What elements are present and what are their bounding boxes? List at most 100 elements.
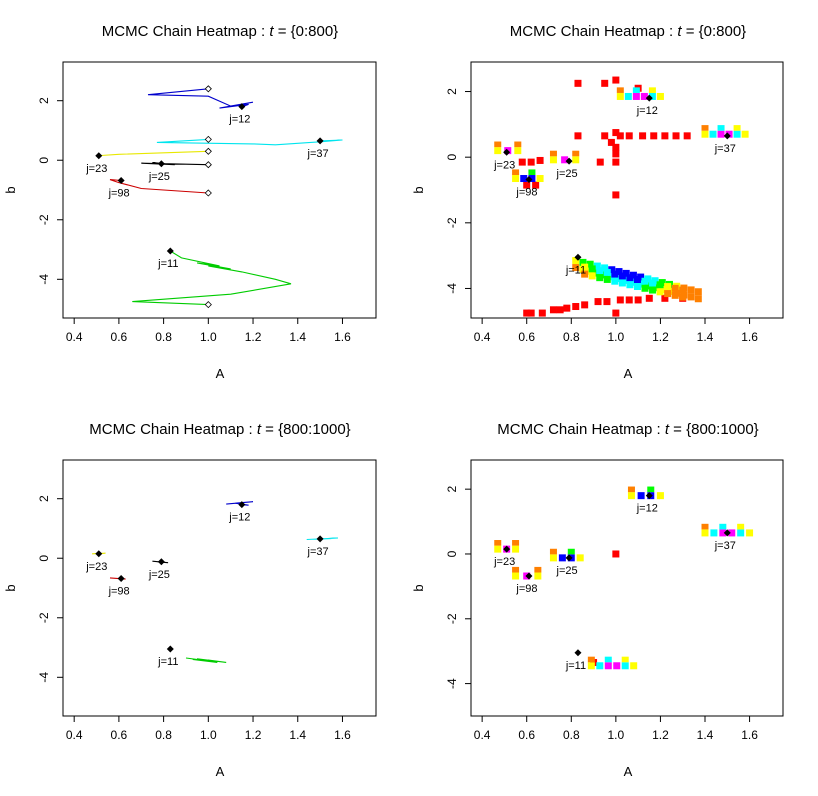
chain-end-point — [723, 529, 731, 537]
heatmap-cell — [611, 277, 619, 285]
heatmap-cell — [626, 274, 634, 282]
heatmap-cell — [520, 175, 528, 183]
x-tick-label: 1.6 — [741, 728, 758, 742]
x-tick-label: 1.0 — [200, 330, 217, 344]
end-point — [95, 550, 103, 558]
heatmap-cell — [679, 293, 687, 301]
y-tick-label: 2 — [37, 495, 51, 502]
heatmap-cell — [627, 492, 635, 500]
end-point — [157, 160, 165, 168]
heatmap-cell — [572, 150, 580, 157]
heatmap-cell — [512, 566, 520, 573]
chain-end-point — [645, 492, 653, 500]
title-main: MCMC Chain Heatmap : — [89, 421, 257, 438]
x-tick-label: 0.8 — [563, 330, 580, 344]
start-point — [204, 85, 212, 93]
heatmap-cell — [737, 529, 745, 537]
heatmap-cell — [648, 87, 656, 93]
end-point — [117, 176, 125, 184]
x-tick-label: 1.0 — [200, 728, 217, 742]
heatmap-cell — [664, 290, 672, 298]
heatmap-cell — [593, 262, 601, 270]
heatmap-cell — [512, 540, 520, 546]
x-tick-label: 1.6 — [334, 330, 351, 344]
heatmap-cell — [549, 554, 557, 562]
heatmap-cell — [514, 141, 522, 148]
plot-frame — [62, 459, 377, 717]
series-label: j=98 — [108, 187, 130, 199]
series-label: j=11 — [157, 258, 178, 270]
heatmap-cell — [604, 656, 612, 663]
heatmap-cell — [512, 572, 520, 580]
title-variable: t — [257, 421, 262, 438]
plot-frame — [470, 61, 784, 319]
heatmap-cell — [612, 191, 620, 199]
heatmap-cell — [710, 529, 718, 537]
heatmap-cell — [538, 309, 546, 317]
y-tick-label: -2 — [445, 217, 459, 228]
title-variable: t — [677, 23, 682, 40]
title-main: MCMC Chain Heatmap : — [510, 23, 678, 40]
x-tick-label: 0.6 — [111, 728, 128, 742]
heatmap-cell — [621, 656, 629, 663]
heatmap-cell — [563, 304, 571, 312]
end-point — [316, 535, 324, 543]
heatmap-cell — [701, 529, 709, 537]
heatmap-cell — [601, 264, 609, 272]
heatmap-cell — [574, 132, 582, 140]
panel-top-left: MCMC Chain Heatmap : t = {0:800}Abj=12j=… — [3, 23, 377, 381]
x-tick-label: 1.2 — [245, 330, 262, 344]
heatmap-cell — [632, 87, 640, 93]
heatmap-cell — [701, 125, 709, 131]
series-line — [156, 138, 343, 146]
heatmap-cell — [596, 267, 604, 275]
heatmap-cell — [612, 143, 620, 151]
title-range: = {0:800} — [274, 23, 339, 40]
chain-end-point — [574, 649, 582, 657]
y-tick-label: -4 — [445, 678, 459, 689]
heatmap-cell — [549, 306, 557, 314]
heatmap-cell — [576, 554, 584, 562]
x-tick-label: 0.8 — [155, 330, 172, 344]
heatmap-cell — [626, 281, 634, 289]
y-tick-label: -2 — [37, 214, 51, 225]
heatmap-cell — [672, 132, 680, 140]
heatmap-cell — [641, 284, 649, 292]
heatmap-cell — [656, 92, 664, 100]
heatmap-cell — [512, 175, 520, 183]
chain-label: j=25 — [556, 168, 578, 180]
series-label: j=37 — [307, 148, 329, 160]
chain-label: j=12 — [636, 105, 658, 117]
title-range: = {800:1000} — [669, 421, 759, 438]
heatmap-cell — [616, 87, 624, 93]
end-point — [238, 501, 246, 509]
heatmap-cell — [656, 281, 664, 289]
heatmap-cell — [717, 130, 725, 138]
heatmap-cell — [613, 662, 621, 670]
heatmap-cell — [717, 125, 725, 131]
y-axis-label: b — [411, 584, 426, 591]
heatmap-cell — [607, 138, 615, 146]
heatmap-cell — [629, 278, 637, 286]
heatmap-cell — [746, 529, 754, 537]
plot-frame — [62, 61, 377, 319]
y-tick-label: -4 — [37, 274, 51, 285]
series-label: j=25 — [148, 171, 170, 183]
heatmap-cell — [587, 656, 595, 663]
heatmap-cell — [556, 306, 564, 314]
heatmap-cell — [630, 662, 638, 670]
series-label: j=12 — [228, 114, 250, 126]
heatmap-cell — [733, 130, 741, 138]
y-tick-label: 0 — [37, 555, 51, 562]
heatmap-cell — [639, 132, 647, 140]
heatmap-cell — [567, 548, 575, 555]
series-label: j=11 — [157, 656, 178, 668]
heatmap-cell — [632, 92, 640, 100]
heatmap-cell — [594, 298, 602, 306]
heatmap-cell — [694, 295, 702, 303]
heatmap-cell — [622, 269, 630, 277]
heatmap-cell — [612, 550, 620, 558]
end-point — [117, 574, 125, 582]
y-tick-label: -4 — [37, 672, 51, 683]
heatmap-cell — [618, 272, 626, 280]
